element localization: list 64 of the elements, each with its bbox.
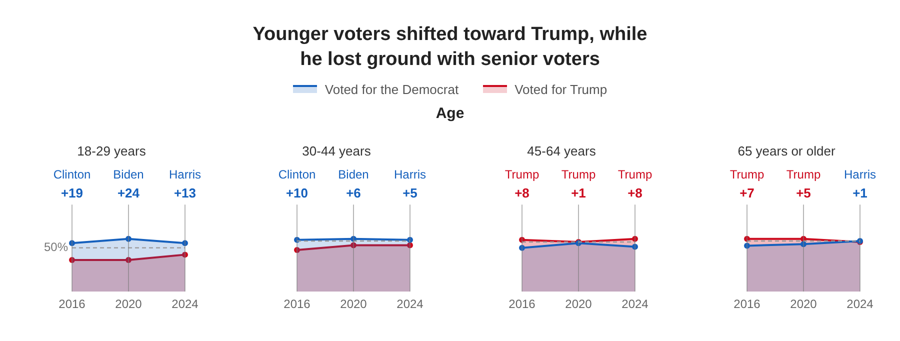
x-tick-label: 2016 <box>284 297 311 312</box>
x-tick-label: 2024 <box>622 297 649 312</box>
point <box>294 246 300 253</box>
text: Trump <box>618 168 652 182</box>
text: Trump <box>561 168 596 182</box>
x-tick-label: 2016 <box>734 297 761 312</box>
chart-title: 18-29 years <box>77 143 146 158</box>
point <box>350 242 356 248</box>
text: Harris <box>844 168 876 182</box>
text: +1 <box>852 186 868 201</box>
text: +19 <box>60 186 84 201</box>
text: 50% <box>44 240 68 254</box>
text: +6 <box>346 186 361 201</box>
point <box>519 236 525 243</box>
text: +5 <box>796 186 811 201</box>
point <box>407 236 413 243</box>
x-tick-label: 2016 <box>58 297 86 312</box>
text: Trump <box>786 168 821 182</box>
text: Harris <box>394 168 426 182</box>
point <box>69 256 75 263</box>
text: Younger voters shifted toward Trump, while he lost ground with senior voters <box>252 23 648 72</box>
chart-title: 65 years or older <box>738 143 836 158</box>
text: +7 <box>740 186 754 201</box>
text: Biden <box>338 168 369 182</box>
text: Trump <box>730 168 764 182</box>
text: Clinton <box>53 168 91 182</box>
text: +24 <box>117 186 140 201</box>
x-tick-label: 2016 <box>508 297 536 312</box>
x-tick-label: 2024 <box>172 297 199 312</box>
x-tick-label: 2020 <box>340 297 368 312</box>
chart-title: 45-64 years <box>527 143 596 158</box>
point <box>744 242 750 249</box>
x-tick-label: 2024 <box>846 297 874 312</box>
text: +8 <box>628 186 642 201</box>
text: Trump <box>504 168 540 182</box>
x-tick-label: 2020 <box>115 297 142 312</box>
point <box>69 240 75 246</box>
x-tick-label: 2024 <box>396 297 424 312</box>
legend-label: Voted for the Democrat <box>324 82 459 96</box>
point <box>632 236 638 242</box>
point <box>407 242 413 248</box>
point <box>126 236 132 242</box>
text: +13 <box>174 186 196 201</box>
chart-title: 30-44 years <box>302 143 372 158</box>
x-tick-label: 2020 <box>790 297 818 312</box>
point <box>800 241 806 248</box>
legend-label: Voted for Trump <box>514 82 608 96</box>
text: +10 <box>286 186 308 201</box>
text: +5 <box>402 186 418 201</box>
point <box>294 236 300 243</box>
text: Harris <box>169 168 201 182</box>
text: Clinton <box>278 168 316 182</box>
point <box>126 256 132 263</box>
x-tick-label: 2020 <box>565 297 592 312</box>
text: +1 <box>571 186 586 201</box>
point <box>519 244 525 251</box>
text: Biden <box>113 168 144 182</box>
point <box>182 240 188 246</box>
point <box>182 252 188 258</box>
point <box>632 244 638 250</box>
point <box>744 236 750 242</box>
text: Age <box>434 105 466 122</box>
point <box>350 236 356 242</box>
text: +8 <box>514 186 530 201</box>
